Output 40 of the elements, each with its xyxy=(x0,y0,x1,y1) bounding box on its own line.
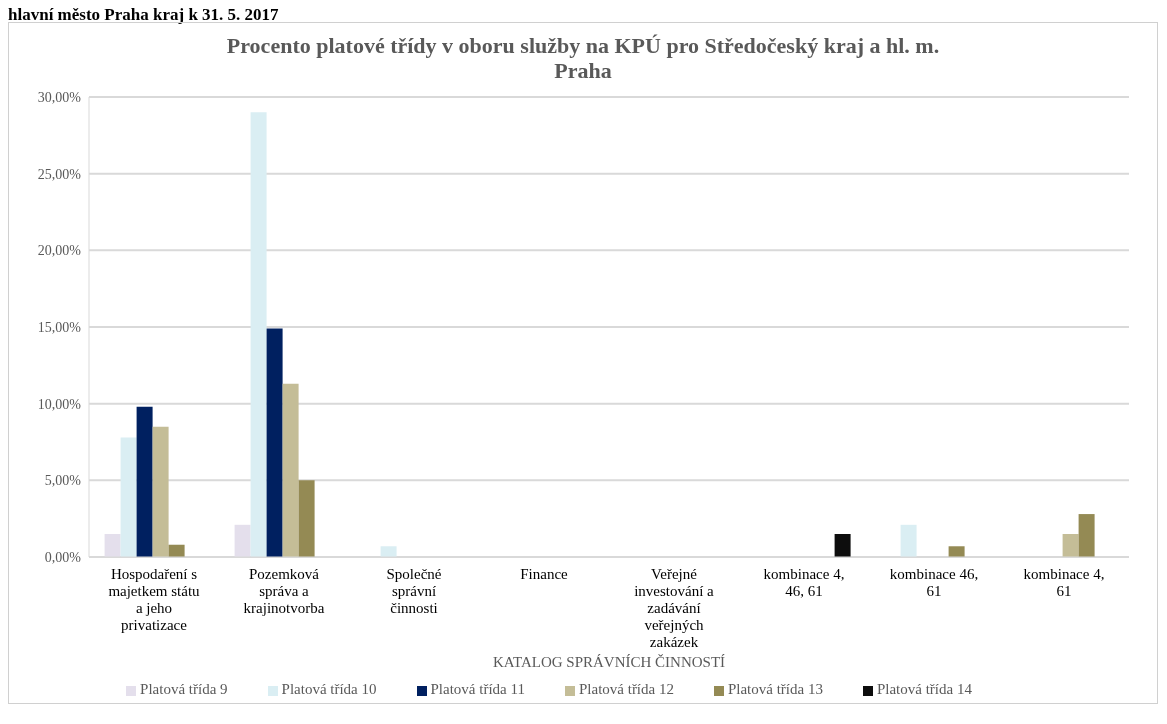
x-tick-label: Pozemková správa a krajinotvorba xyxy=(243,566,325,616)
x-tick-label: kombinace 46, 61 xyxy=(889,566,979,599)
x-tick-label: kombinace 4, 61 xyxy=(1023,566,1105,599)
legend-label: Platová třída 12 xyxy=(578,681,674,697)
bar xyxy=(234,524,251,557)
bar xyxy=(380,546,397,557)
bar xyxy=(250,112,267,557)
x-tick-label: Finance xyxy=(520,566,569,582)
legend-label: Platová třída 13 xyxy=(727,681,823,697)
y-tick-label: 5,00% xyxy=(44,473,82,489)
bar xyxy=(136,406,153,557)
y-tick-label: 15,00% xyxy=(37,319,82,335)
y-tick-label: 30,00% xyxy=(37,89,82,105)
x-tick-label: kombinace 4, 46, 61 xyxy=(763,566,845,599)
bar xyxy=(834,534,851,557)
legend-label: Platová třída 11 xyxy=(430,681,525,697)
bar xyxy=(104,534,121,557)
y-tick-label: 0,00% xyxy=(44,549,82,565)
bar xyxy=(1078,514,1095,557)
bar xyxy=(948,546,965,557)
x-tick-label: Společné správní činnosti xyxy=(386,566,442,616)
y-tick-label: 20,00% xyxy=(37,243,82,259)
x-axis-title: KATALOG SPRÁVNÍCH ČINNOSTÍ xyxy=(492,654,726,670)
y-tick-label: 10,00% xyxy=(37,396,82,412)
bar xyxy=(168,544,185,557)
bar xyxy=(152,426,169,557)
chart-title: Procento platové třídy v oboru služby na KPÚ pro Středočeský kraj a hl. m. Praha xyxy=(225,33,941,83)
bar xyxy=(298,480,315,557)
legend-label: Platová třída 10 xyxy=(281,681,377,697)
x-tick-label: Hospodaření s majetkem státu a jeho privatizace xyxy=(108,566,201,633)
legend-label: Platová třída 14 xyxy=(876,681,972,697)
legend-label: Platová třída 9 xyxy=(140,681,228,697)
text: hlavní město Praha kraj k 31. 5. 2017 xyxy=(8,5,280,24)
bar xyxy=(120,437,137,557)
x-tick-label: Veřejné investování a zadávání veřejných zakázek xyxy=(634,566,715,650)
bar xyxy=(900,524,917,557)
bar xyxy=(266,328,283,557)
y-tick-label: 25,00% xyxy=(37,166,82,182)
bar xyxy=(282,383,299,557)
bar xyxy=(1062,534,1079,557)
